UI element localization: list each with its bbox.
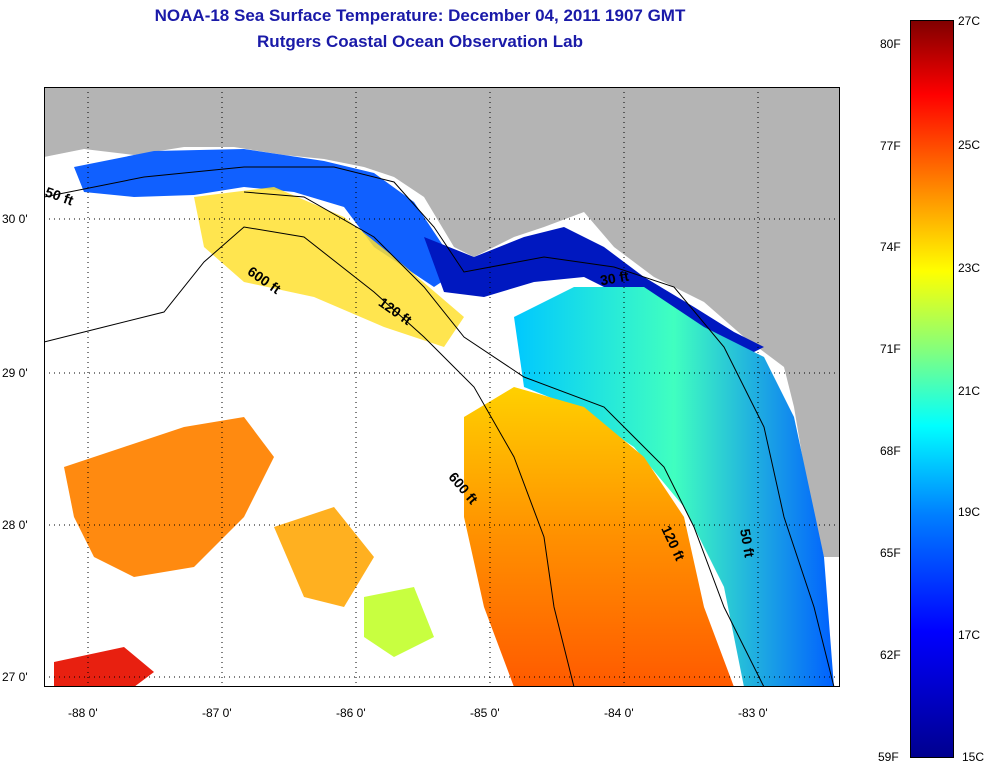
colorbar-label-68f: 68F <box>880 444 901 458</box>
lon-label-86: -86 0' <box>336 706 366 720</box>
lon-label-87: -87 0' <box>202 706 232 720</box>
colorbar-label-21c: 21C <box>958 384 981 398</box>
colorbar-label-25c: 25C <box>958 138 981 152</box>
lon-label-83: -83 0' <box>738 706 768 720</box>
colorbar-label-15c: 15C <box>962 750 985 764</box>
colorbar-label-17c: 17C <box>958 628 981 642</box>
graticule <box>44 87 840 687</box>
depth-contours <box>44 166 835 687</box>
land-area <box>44 87 840 557</box>
sst-west-patch-4 <box>364 587 434 657</box>
colorbar-label-23c: 23C <box>958 261 981 275</box>
lat-label-29: 29 0' <box>2 366 28 380</box>
colorbar-label-77f: 77F <box>880 139 901 153</box>
sst-map <box>44 87 840 687</box>
colorbar-label-19c: 19C <box>958 505 981 519</box>
lon-label-85: -85 0' <box>470 706 500 720</box>
colorbar-label-71f: 71F <box>880 342 901 356</box>
lat-label-28: 28 0' <box>2 518 28 532</box>
colorbar-label-65f: 65F <box>880 546 901 560</box>
sst-cold-band-north <box>74 149 464 287</box>
lon-label-84: -84 0' <box>604 706 634 720</box>
colorbar-label-62f: 62F <box>880 648 901 662</box>
map-title: NOAA-18 Sea Surface Temperature: Decembe… <box>154 6 686 25</box>
temperature-colorbar <box>910 20 954 758</box>
sst-warm-offshore <box>464 387 734 687</box>
lat-label-27: 27 0' <box>2 670 28 684</box>
map-subtitle: Rutgers Coastal Ocean Observation Lab <box>257 32 583 51</box>
lon-label-88: -88 0' <box>68 706 98 720</box>
lat-label-30: 30 0' <box>2 212 28 226</box>
colorbar-label-74f: 74F <box>880 240 901 254</box>
colorbar-label-59f: 59F <box>878 750 899 764</box>
sst-mid-patch <box>194 187 464 347</box>
colorbar-label-27c: 27C <box>958 14 981 28</box>
map-frame <box>44 87 840 687</box>
colorbar-label-80f: 80F <box>880 37 901 51</box>
sst-west-patch-2 <box>274 507 374 607</box>
